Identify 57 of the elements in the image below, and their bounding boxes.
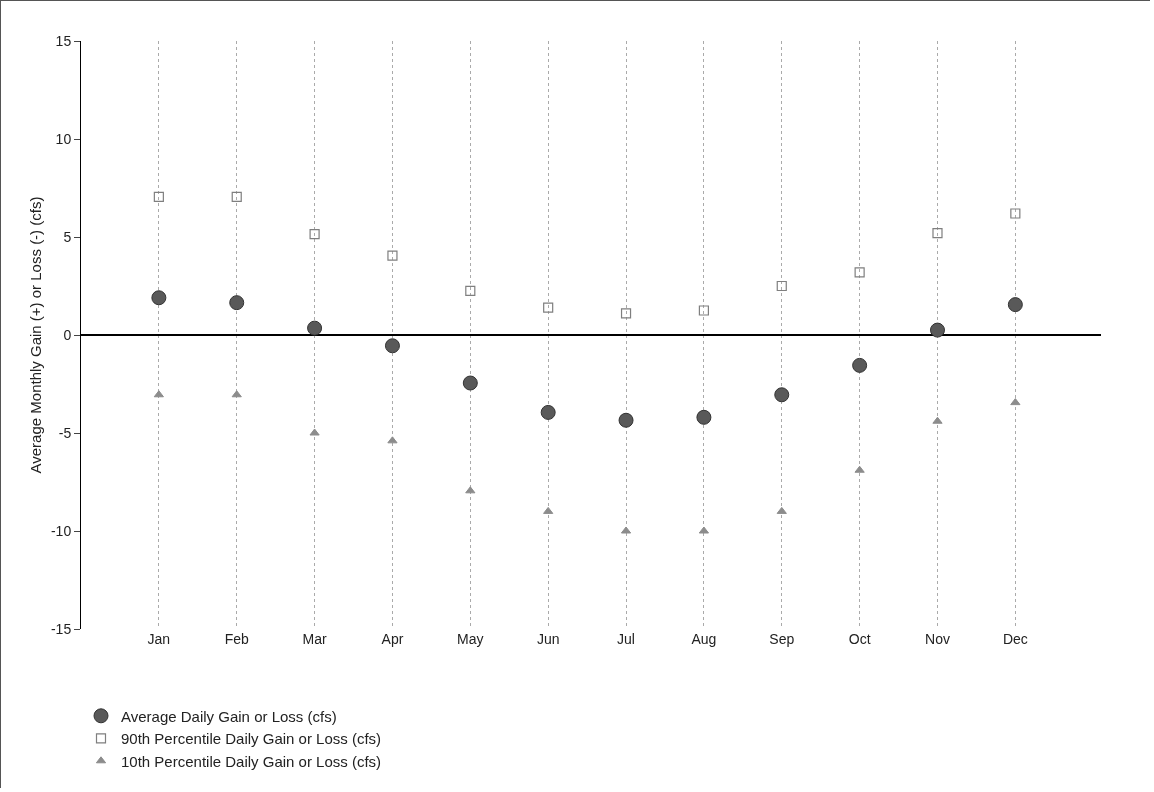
point <box>151 290 167 306</box>
x-tick-label: Aug <box>691 631 717 647</box>
point <box>776 506 787 514</box>
point <box>932 227 943 239</box>
point <box>930 322 945 338</box>
legend-label: Average Daily Gain or Loss (cfs) <box>121 707 337 725</box>
x-tick-label: Sep <box>769 631 795 647</box>
point <box>543 302 554 313</box>
x-tick-label: Feb <box>224 631 250 647</box>
x-tick-label: Jun <box>536 631 560 647</box>
point <box>231 390 242 398</box>
y-tick-label: 0 <box>63 326 72 343</box>
point <box>854 267 865 278</box>
x-tick-label: Jul <box>617 631 635 647</box>
y-tick-label: 10 <box>55 130 72 147</box>
point <box>387 250 398 261</box>
x-tick-label: Oct <box>848 631 871 647</box>
point <box>618 412 634 428</box>
x-tick-label: Jan <box>147 631 171 647</box>
point <box>153 191 164 202</box>
point <box>932 416 943 424</box>
point <box>229 295 245 311</box>
point <box>852 357 868 373</box>
y-tick-label: -10 <box>50 522 72 539</box>
point <box>543 506 554 514</box>
y-tick-label: 5 <box>63 228 72 245</box>
y-tick-label: 15 <box>55 32 72 49</box>
point <box>231 191 242 202</box>
point <box>309 228 320 240</box>
legend-label: 90th Percentile Daily Gain or Loss (cfs) <box>121 730 382 748</box>
point <box>462 375 478 391</box>
x-tick-label: May <box>457 631 484 647</box>
point <box>387 436 398 444</box>
point <box>384 338 400 354</box>
y-axis-title: Average Monthly Gain (+) or Loss (-) (cfs) <box>27 196 44 474</box>
point <box>465 285 476 296</box>
point <box>620 308 632 319</box>
point <box>776 280 787 292</box>
x-tick-label: Apr <box>381 631 404 647</box>
point <box>1010 398 1021 406</box>
point <box>696 409 712 425</box>
y-tick-label: -15 <box>50 620 72 637</box>
point <box>698 305 709 316</box>
point <box>309 428 320 436</box>
legend-label: 10th Percentile Daily Gain or Loss (cfs) <box>121 752 382 770</box>
point <box>153 390 164 398</box>
x-tick-label: Mar <box>302 631 327 647</box>
point <box>774 387 790 403</box>
point <box>540 404 556 420</box>
point <box>1010 208 1021 219</box>
point <box>307 320 323 336</box>
x-tick-label: Nov <box>925 631 950 647</box>
point <box>465 486 476 494</box>
point <box>1007 297 1023 313</box>
x-tick-label: Dec <box>1002 631 1028 647</box>
point <box>854 465 865 473</box>
y-tick-label: -5 <box>58 424 72 441</box>
